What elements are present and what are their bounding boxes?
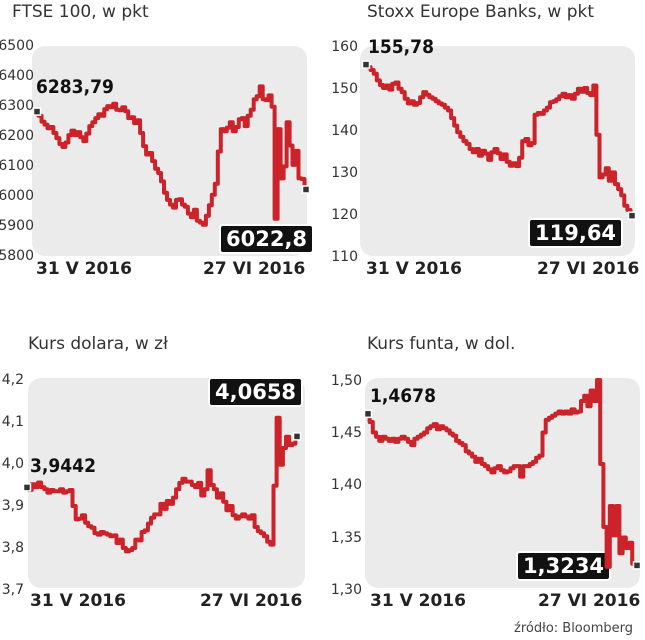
y-tick-label: 6400 bbox=[0, 68, 34, 84]
y-tick-label: 5900 bbox=[0, 218, 34, 234]
end-value-label: 4,0658 bbox=[208, 377, 304, 407]
y-tick-label: 6500 bbox=[0, 38, 34, 54]
x-start-label: 31 V 2016 bbox=[366, 259, 462, 279]
chart-title: Kurs funta, w dol. bbox=[367, 334, 516, 354]
end-point-marker bbox=[292, 432, 302, 441]
plot-area bbox=[32, 46, 307, 256]
x-end-label: 27 VI 2016 bbox=[203, 259, 306, 279]
start-value-label: 1,4678 bbox=[370, 385, 436, 407]
y-tick-label: 6200 bbox=[0, 128, 34, 144]
x-end-label: 27 VI 2016 bbox=[537, 259, 640, 279]
start-value-label: 3,9442 bbox=[30, 455, 96, 477]
x-start-label: 31 V 2016 bbox=[370, 591, 466, 611]
y-tick-label: 4,1 bbox=[1, 414, 24, 430]
y-tick-label: 4,2 bbox=[1, 372, 24, 388]
y-tick-label: 5800 bbox=[0, 248, 34, 264]
x-start-label: 31 V 2016 bbox=[36, 259, 132, 279]
start-point-marker bbox=[32, 107, 42, 116]
end-value-label: 6022,8 bbox=[219, 224, 315, 254]
series-line bbox=[367, 378, 638, 569]
y-tick-label: 160 bbox=[331, 39, 358, 55]
start-point-marker bbox=[22, 483, 32, 492]
series-line bbox=[26, 415, 298, 554]
x-end-label: 27 VI 2016 bbox=[538, 591, 641, 611]
x-start-label: 31 V 2016 bbox=[30, 591, 126, 611]
end-point-marker bbox=[627, 211, 637, 220]
y-tick-label: 3,7 bbox=[1, 582, 24, 598]
start-point-marker bbox=[361, 60, 371, 69]
source-note: źródło: Bloomberg bbox=[514, 621, 633, 636]
start-value-label: 6283,79 bbox=[36, 76, 114, 98]
end-value-label: 1,3234 bbox=[516, 551, 612, 581]
chart-title: FTSE 100, w pkt bbox=[12, 2, 149, 22]
y-tick-label: 110 bbox=[331, 249, 358, 265]
y-tick-label: 1,35 bbox=[330, 530, 362, 546]
y-tick-label: 3,9 bbox=[1, 498, 24, 514]
end-point-marker bbox=[632, 561, 642, 570]
end-value-label: 119,64 bbox=[528, 218, 624, 248]
y-tick-label: 6100 bbox=[0, 158, 34, 174]
y-tick-label: 1,45 bbox=[330, 425, 362, 441]
y-tick-label: 6000 bbox=[0, 188, 34, 204]
y-tick-label: 6300 bbox=[0, 98, 34, 114]
y-tick-label: 140 bbox=[331, 123, 358, 139]
y-tick-label: 1,30 bbox=[330, 582, 362, 598]
plot-area bbox=[28, 378, 305, 588]
y-tick-label: 150 bbox=[331, 81, 358, 97]
start-point-marker bbox=[363, 409, 373, 419]
y-tick-label: 4,0 bbox=[1, 456, 24, 472]
end-point-marker bbox=[301, 185, 311, 194]
y-tick-label: 120 bbox=[331, 207, 358, 223]
x-end-label: 27 VI 2016 bbox=[200, 591, 303, 611]
y-tick-label: 130 bbox=[331, 165, 358, 181]
series-line bbox=[36, 84, 307, 227]
y-tick-label: 1,40 bbox=[330, 477, 362, 493]
y-tick-label: 3,8 bbox=[1, 540, 24, 556]
start-value-label: 155,78 bbox=[368, 36, 434, 58]
chart-title: Kurs dolara, w zł bbox=[28, 334, 168, 354]
chart-title: Stoxx Europe Banks, w pkt bbox=[367, 2, 595, 22]
series-line bbox=[365, 62, 633, 218]
y-tick-label: 1,50 bbox=[330, 373, 362, 389]
